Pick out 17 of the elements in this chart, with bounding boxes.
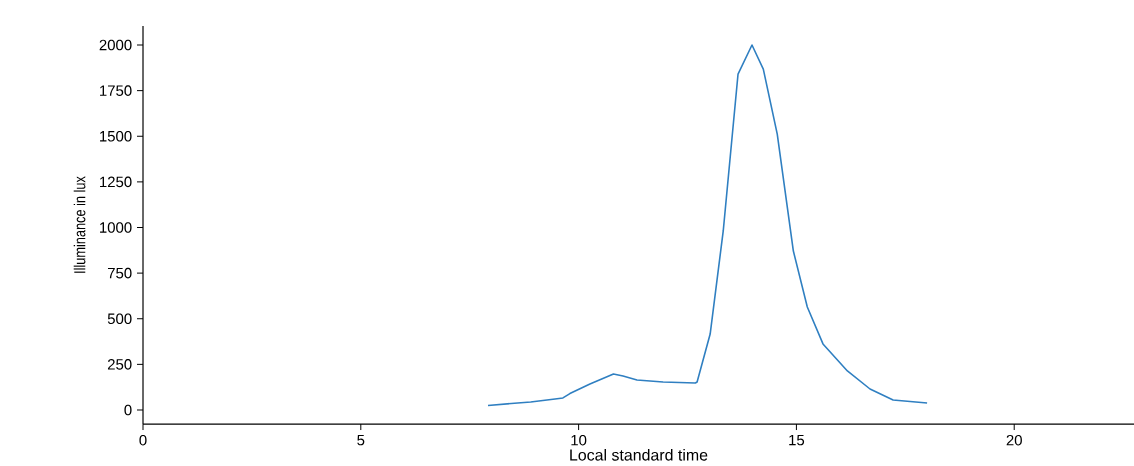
x-tick-label: 5 [357,434,365,446]
x-tick-label: 0 [139,434,147,446]
y-tick-label: 500 [107,313,132,325]
y-tick-label: 250 [107,359,132,370]
x-tick-label: 20 [1006,434,1022,446]
y-tick-label: 1000 [100,222,132,233]
x-tick-label: 15 [789,434,805,446]
y-axis-title: Illuminance in lux [73,176,86,273]
y-tick-label: 1250 [100,176,132,188]
x-tick-label: 10 [571,434,587,446]
x-axis-title: Local standard time [570,448,708,461]
y-tick-label: 2000 [99,39,132,51]
y-tick-label: 1750 [100,85,132,96]
y-tick-label: 1500 [100,130,132,142]
y-tick-label: 750 [107,267,132,279]
line-series [487,44,928,407]
y-tick-label: 0 [124,404,132,416]
